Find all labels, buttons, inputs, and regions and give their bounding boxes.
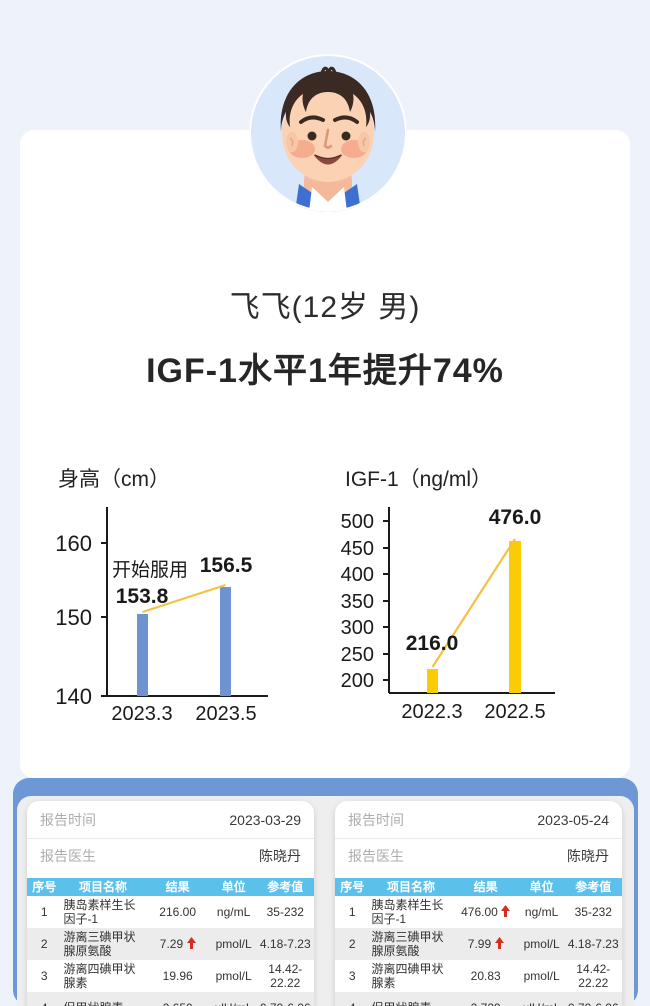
svg-text:2022.3: 2022.3 [401, 701, 462, 723]
svg-text:2022.5: 2022.5 [484, 701, 545, 723]
svg-text:400: 400 [341, 564, 374, 586]
svg-text:450: 450 [341, 538, 374, 560]
svg-text:250: 250 [341, 644, 374, 666]
svg-text:476.0: 476.0 [489, 506, 542, 529]
svg-text:200: 200 [341, 670, 374, 692]
svg-text:350: 350 [341, 591, 374, 613]
svg-text:500: 500 [341, 511, 374, 533]
svg-text:216.0: 216.0 [406, 632, 459, 655]
svg-text:300: 300 [341, 617, 374, 639]
